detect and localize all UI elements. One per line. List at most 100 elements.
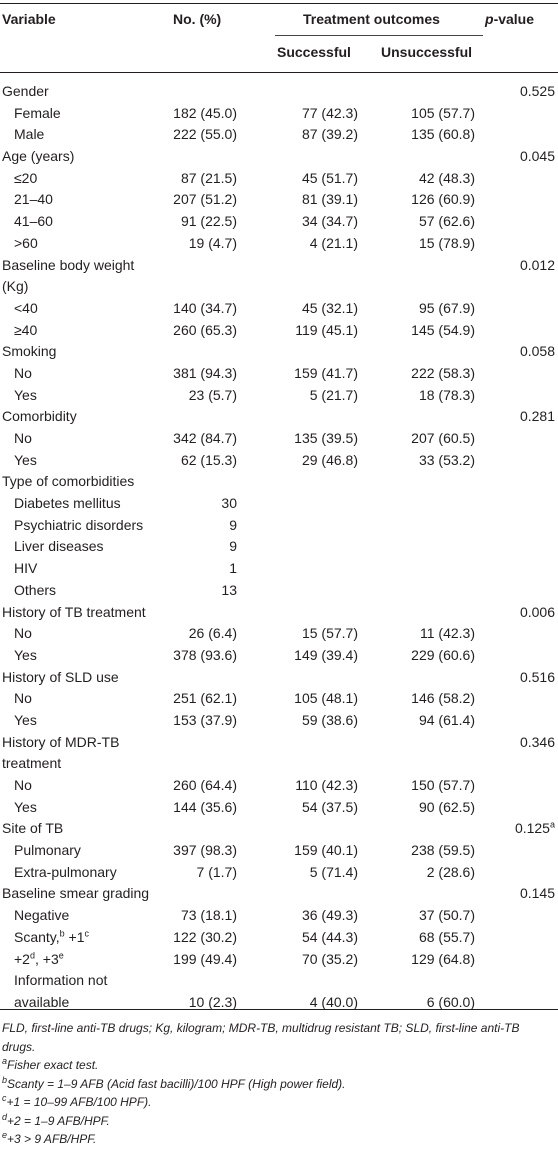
row-label: >60 xyxy=(14,234,38,251)
row-label: No xyxy=(14,364,32,381)
row-no-pct: 378 (93.6) xyxy=(173,646,237,663)
table-row: History of MDR-TB treatment 0.346 xyxy=(0,732,558,775)
table-row: 21–40 207 (51.2) 81 (39.1) 126 (60.9) xyxy=(0,189,558,211)
row-successful: 119 (45.1) xyxy=(295,321,358,338)
table-row: Information not available 10 (2.3) 4 (40.0… xyxy=(0,970,558,1013)
row-successful: 4 (21.1) xyxy=(309,234,358,251)
table-row: Gender 0.525 xyxy=(0,81,558,103)
row-unsuccessful: 57 (62.6) xyxy=(418,213,475,230)
row-no-pct: 144 (35.6) xyxy=(173,798,237,815)
row-label: ≥40 xyxy=(14,321,38,338)
row-p-value: 0.145 xyxy=(519,885,555,902)
row-label: Site of TB xyxy=(2,820,64,837)
row-successful: 5 (71.4) xyxy=(309,863,358,880)
bottom-rule xyxy=(0,1009,558,1010)
row-label: Yes xyxy=(14,386,37,403)
row-p-value: 0.125a xyxy=(514,819,555,837)
table-row: Diabetes mellitus 30 xyxy=(0,493,558,515)
table-row: Yes 378 (93.6) 149 (39.4) 229 (60.6) xyxy=(0,645,558,667)
table-row: Baseline smear grading 0.145 xyxy=(0,883,558,905)
row-no-pct: 19 (4.7) xyxy=(188,234,237,251)
table-row: Female 182 (45.0) 77 (42.3) 105 (57.7) xyxy=(0,103,558,125)
row-successful: 110 (42.3) xyxy=(295,777,358,794)
row-label: Baseline smear grading xyxy=(2,885,150,902)
header-treatment-outcomes: Treatment outcomes xyxy=(303,11,440,27)
row-label: Scanty,b +1c xyxy=(14,928,90,945)
row-p-value: 0.045 xyxy=(519,148,555,165)
row-label: History of TB treatment xyxy=(2,603,146,620)
header-p-value: p-value xyxy=(485,11,535,27)
table-row: No 26 (6.4) 15 (57.7) 11 (42.3) xyxy=(0,623,558,645)
row-successful: 54 (44.3) xyxy=(301,928,358,945)
table-row: +2d, +3e 199 (49.4) 70 (35.2) 129 (64.8) xyxy=(0,949,558,971)
row-label: Yes xyxy=(14,451,37,468)
row-unsuccessful: 135 (60.8) xyxy=(411,126,475,143)
row-no-pct: 260 (64.4) xyxy=(173,777,237,794)
footnote: FLD, first-line anti-TB drugs; Kg, kilog… xyxy=(2,1021,520,1054)
row-successful: 87 (39.2) xyxy=(301,126,358,143)
row-p-value: 0.058 xyxy=(519,343,555,360)
header-rule xyxy=(0,72,558,73)
row-no-pct: 381 (94.3) xyxy=(173,364,237,381)
row-successful: 29 (46.8) xyxy=(301,451,358,468)
row-no-pct: 9 xyxy=(229,538,237,555)
row-no-pct: 222 (55.0) xyxy=(173,126,237,143)
row-p-value: 0.346 xyxy=(519,733,555,750)
row-unsuccessful: 95 (67.9) xyxy=(418,299,475,316)
row-label: Gender xyxy=(2,83,49,99)
row-label: Information not available xyxy=(14,972,108,1010)
row-no-pct: 26 (6.4) xyxy=(188,625,237,642)
row-unsuccessful: 126 (60.9) xyxy=(411,191,475,208)
table-row: HIV 1 xyxy=(0,558,558,580)
table-row: Age (years) 0.045 xyxy=(0,146,558,168)
row-unsuccessful: 18 (78.3) xyxy=(418,386,475,403)
row-no-pct: 10 (2.3) xyxy=(188,993,237,1010)
row-p-value: 0.006 xyxy=(519,603,555,620)
table-row: Site of TB 0.125a xyxy=(0,818,558,840)
row-no-pct: 7 (1.7) xyxy=(196,863,237,880)
row-label: 21–40 xyxy=(14,191,53,208)
row-label: Diabetes mellitus xyxy=(14,495,121,512)
row-unsuccessful: 145 (54.9) xyxy=(411,321,475,338)
row-label: History of SLD use xyxy=(2,668,119,685)
row-label: HIV xyxy=(14,560,38,577)
row-label: Others xyxy=(14,581,57,598)
table-row: Male 222 (55.0) 87 (39.2) 135 (60.8) xyxy=(0,124,558,146)
table-row: Others 13 xyxy=(0,580,558,602)
row-label: Pulmonary xyxy=(14,842,81,859)
header-unsuccessful: Unsuccessful xyxy=(381,44,473,60)
row-unsuccessful: 42 (48.3) xyxy=(418,169,475,186)
row-successful: 45 (32.1) xyxy=(301,299,358,316)
row-p-value: 0.012 xyxy=(519,256,555,273)
table-row: Pulmonary 397 (98.3) 159 (40.1) 238 (59.5) xyxy=(0,840,558,862)
row-label: Yes xyxy=(14,646,37,663)
row-successful: 54 (37.5) xyxy=(301,798,358,815)
row-p-value: 0.516 xyxy=(519,668,555,685)
table-row: Yes 23 (5.7) 5 (21.7) 18 (78.3) xyxy=(0,385,558,407)
row-label: Negative xyxy=(14,907,70,924)
table-footnotes: FLD, first-line anti-TB drugs; Kg, kilog… xyxy=(2,1019,554,1149)
row-label: Smoking xyxy=(2,343,57,360)
table-row: Scanty,b +1c 122 (30.2) 54 (44.3) 68 (55.7) xyxy=(0,927,558,949)
row-unsuccessful: 129 (64.8) xyxy=(411,950,475,967)
row-unsuccessful: 146 (58.2) xyxy=(411,690,475,707)
table-row: Comorbidity 0.281 xyxy=(0,406,558,428)
header-no-pct: No. (%) xyxy=(173,11,222,27)
row-unsuccessful: 105 (57.7) xyxy=(411,104,475,121)
top-rule xyxy=(0,3,558,4)
header-successful: Successful xyxy=(277,44,351,60)
row-no-pct: 199 (49.4) xyxy=(173,950,237,967)
row-successful: 149 (39.4) xyxy=(294,646,358,663)
row-successful: 34 (34.7) xyxy=(301,213,358,230)
row-no-pct: 87 (21.5) xyxy=(180,169,237,186)
footnote: e+3 > 9 AFB/HPF. xyxy=(2,1130,97,1147)
table-row: ≤20 87 (21.5) 45 (51.7) 42 (48.3) xyxy=(0,168,558,190)
row-unsuccessful: 238 (59.5) xyxy=(411,842,475,859)
row-unsuccessful: 2 (28.6) xyxy=(426,863,475,880)
row-unsuccessful: 222 (58.3) xyxy=(411,364,475,381)
row-p-value: 0.525 xyxy=(519,83,555,99)
row-unsuccessful: 37 (50.7) xyxy=(418,907,475,924)
table-row: Yes 153 (37.9) 59 (38.6) 94 (61.4) xyxy=(0,710,558,732)
row-no-pct: 9 xyxy=(229,516,237,533)
row-no-pct: 140 (34.7) xyxy=(173,299,237,316)
